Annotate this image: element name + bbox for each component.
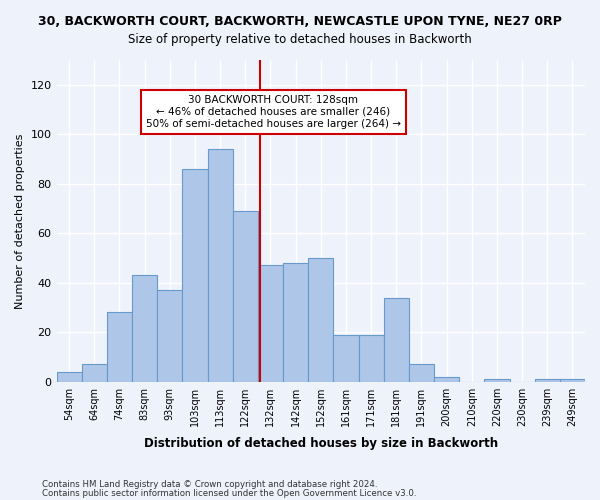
Bar <box>132 276 157 382</box>
Bar <box>535 379 560 382</box>
Text: 30 BACKWORTH COURT: 128sqm
← 46% of detached houses are smaller (246)
50% of sem: 30 BACKWORTH COURT: 128sqm ← 46% of deta… <box>146 96 401 128</box>
Text: Contains public sector information licensed under the Open Government Licence v3: Contains public sector information licen… <box>42 488 416 498</box>
Bar <box>56 372 82 382</box>
Bar <box>182 169 208 382</box>
Bar <box>383 298 409 382</box>
Bar <box>409 364 434 382</box>
Bar <box>258 266 283 382</box>
Bar <box>308 258 334 382</box>
Bar <box>334 334 359 382</box>
Bar <box>359 334 383 382</box>
Bar <box>434 376 459 382</box>
Bar <box>208 149 233 382</box>
Text: Size of property relative to detached houses in Backworth: Size of property relative to detached ho… <box>128 32 472 46</box>
Text: Contains HM Land Registry data © Crown copyright and database right 2024.: Contains HM Land Registry data © Crown c… <box>42 480 377 489</box>
Text: 30, BACKWORTH COURT, BACKWORTH, NEWCASTLE UPON TYNE, NE27 0RP: 30, BACKWORTH COURT, BACKWORTH, NEWCASTL… <box>38 15 562 28</box>
Y-axis label: Number of detached properties: Number of detached properties <box>15 133 25 308</box>
Bar <box>484 379 509 382</box>
Bar <box>107 312 132 382</box>
Bar <box>157 290 182 382</box>
X-axis label: Distribution of detached houses by size in Backworth: Distribution of detached houses by size … <box>144 437 498 450</box>
Bar <box>233 211 258 382</box>
Bar <box>283 263 308 382</box>
Bar <box>82 364 107 382</box>
Bar <box>560 379 585 382</box>
